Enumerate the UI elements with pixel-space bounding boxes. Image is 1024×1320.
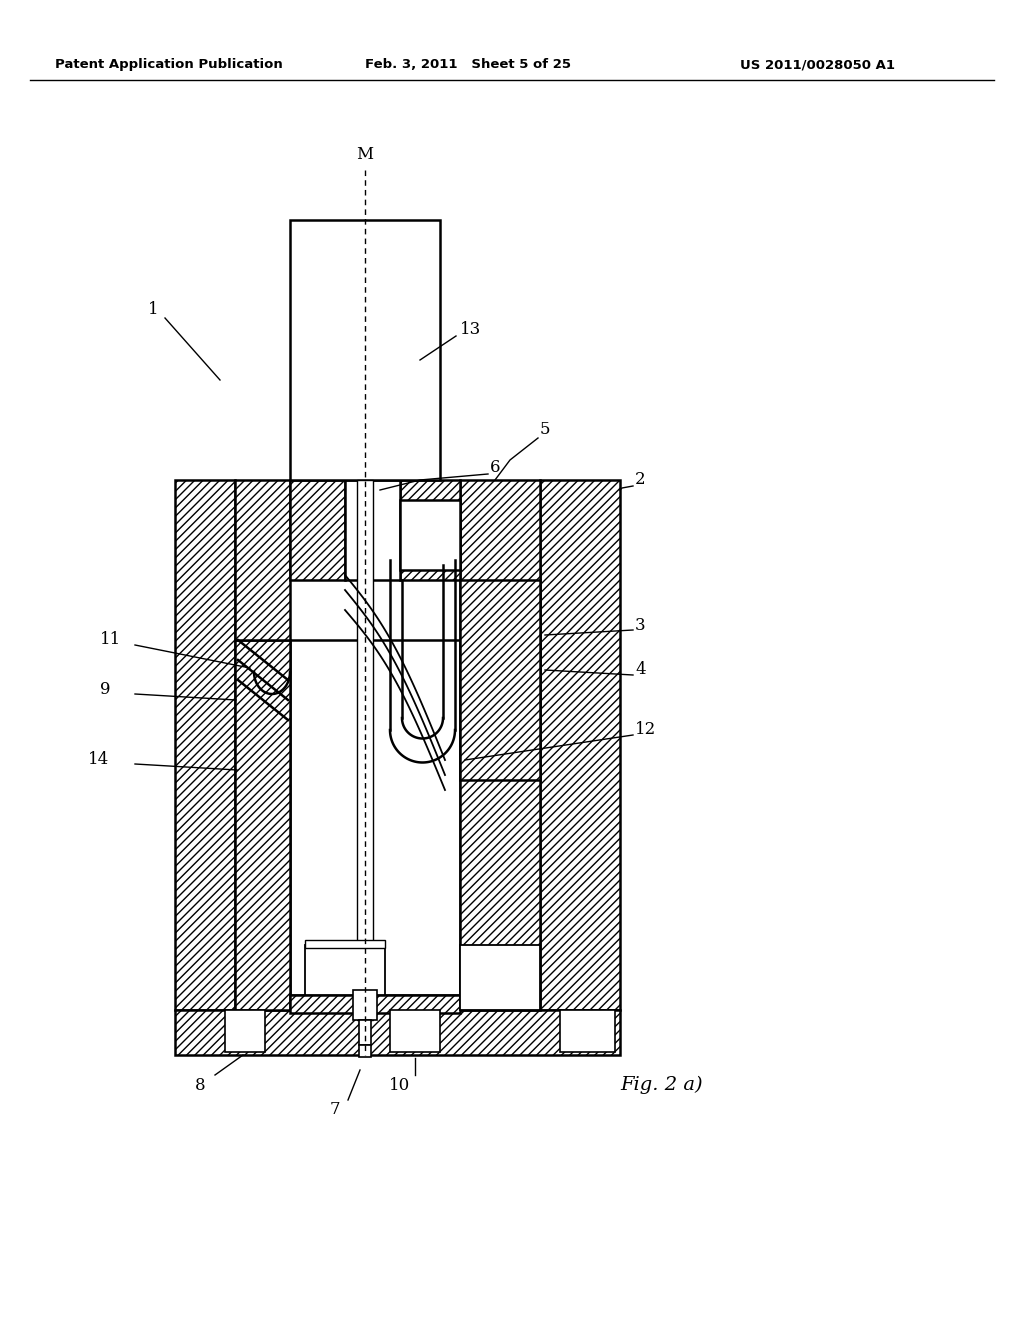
Text: 4: 4: [635, 661, 645, 678]
Bar: [290, 640, 460, 995]
Bar: [305, 940, 385, 948]
Text: US 2011/0028050 A1: US 2011/0028050 A1: [740, 58, 895, 71]
Text: Feb. 3, 2011   Sheet 5 of 25: Feb. 3, 2011 Sheet 5 of 25: [365, 58, 571, 71]
Bar: [460, 640, 540, 1010]
Bar: [460, 480, 540, 680]
Bar: [305, 945, 385, 995]
Bar: [175, 480, 234, 1010]
Text: 14: 14: [88, 751, 110, 768]
Bar: [225, 1010, 265, 1052]
Bar: [353, 990, 377, 1020]
Bar: [560, 1010, 615, 1052]
Bar: [290, 995, 460, 1012]
Text: Patent Application Publication: Patent Application Publication: [55, 58, 283, 71]
Text: M: M: [356, 147, 374, 162]
Bar: [400, 500, 460, 570]
Bar: [234, 480, 290, 640]
Bar: [460, 579, 540, 780]
Text: 10: 10: [389, 1077, 411, 1093]
Bar: [359, 1045, 371, 1057]
Bar: [540, 480, 620, 1010]
Bar: [357, 480, 373, 1020]
Bar: [175, 1010, 620, 1055]
Bar: [234, 640, 290, 1010]
Bar: [359, 1020, 371, 1045]
Text: Fig. 2 a): Fig. 2 a): [620, 1076, 702, 1094]
Text: 9: 9: [100, 681, 111, 698]
Bar: [345, 480, 400, 579]
Bar: [390, 1010, 440, 1052]
Text: 1: 1: [148, 301, 159, 318]
Text: 2: 2: [635, 471, 645, 488]
Bar: [290, 220, 440, 480]
Text: 12: 12: [635, 722, 656, 738]
Bar: [460, 945, 540, 1010]
Text: 11: 11: [100, 631, 121, 648]
Text: 7: 7: [330, 1101, 340, 1118]
Bar: [290, 480, 345, 579]
Bar: [400, 480, 460, 579]
Text: 6: 6: [490, 459, 501, 477]
Text: 3: 3: [635, 616, 645, 634]
Text: 8: 8: [195, 1077, 206, 1093]
Text: 5: 5: [540, 421, 551, 438]
Text: 13: 13: [460, 322, 481, 338]
